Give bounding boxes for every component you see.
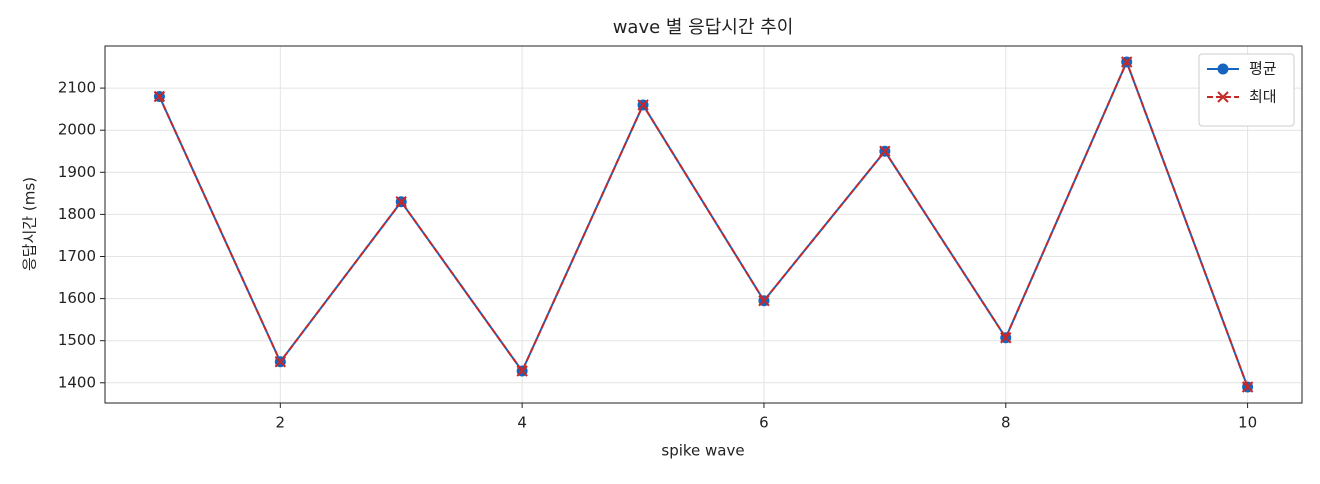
marker (1217, 63, 1229, 75)
y-tick-label: 1400 (58, 373, 96, 391)
marker (516, 365, 528, 377)
legend-label: 평균 (1249, 60, 1277, 78)
marker (637, 99, 649, 111)
chart-title: wave 별 응답시간 추이 (613, 17, 794, 38)
marker-shape (274, 356, 287, 368)
marker-shape (153, 90, 166, 103)
marker-shape (1217, 91, 1229, 103)
marker (758, 294, 770, 307)
y-tick-label: 1800 (58, 205, 96, 223)
marker (1120, 56, 1133, 68)
marker (1241, 381, 1254, 393)
x-axis-label: spike wave (661, 442, 744, 460)
y-tick-label: 1900 (58, 163, 96, 181)
x-tick-label: 10 (1238, 414, 1257, 432)
y-tick-label: 2100 (58, 79, 96, 97)
marker (153, 90, 166, 103)
x-tick-label: 2 (276, 414, 286, 432)
marker-shape (758, 294, 770, 307)
x-tick-label: 6 (759, 414, 769, 432)
y-tick-label: 1500 (58, 331, 96, 349)
line (158, 59, 1249, 388)
marker (395, 196, 407, 208)
marker-shape (879, 145, 891, 157)
marker-shape (395, 196, 407, 208)
marker-shape (637, 99, 649, 111)
marker (1217, 91, 1229, 103)
marker-shape (1120, 56, 1133, 68)
marker-shape (1000, 332, 1012, 344)
y-tick-label: 2000 (58, 121, 96, 139)
y-tick-label: 1700 (58, 247, 96, 265)
y-axis-label: 응답시간 (ms) (21, 177, 39, 271)
legend-label: 최대 (1249, 88, 1277, 106)
marker (274, 356, 287, 368)
x-tick-label: 8 (1001, 414, 1011, 432)
plot-frame (104, 45, 1303, 404)
marker (1000, 332, 1012, 344)
legend-box (1198, 53, 1295, 127)
y-tick-label: 1600 (58, 289, 96, 307)
x-tick-label: 4 (517, 414, 527, 432)
marker (879, 145, 891, 157)
marker-shape (516, 365, 528, 377)
marker-shape (1241, 381, 1254, 393)
